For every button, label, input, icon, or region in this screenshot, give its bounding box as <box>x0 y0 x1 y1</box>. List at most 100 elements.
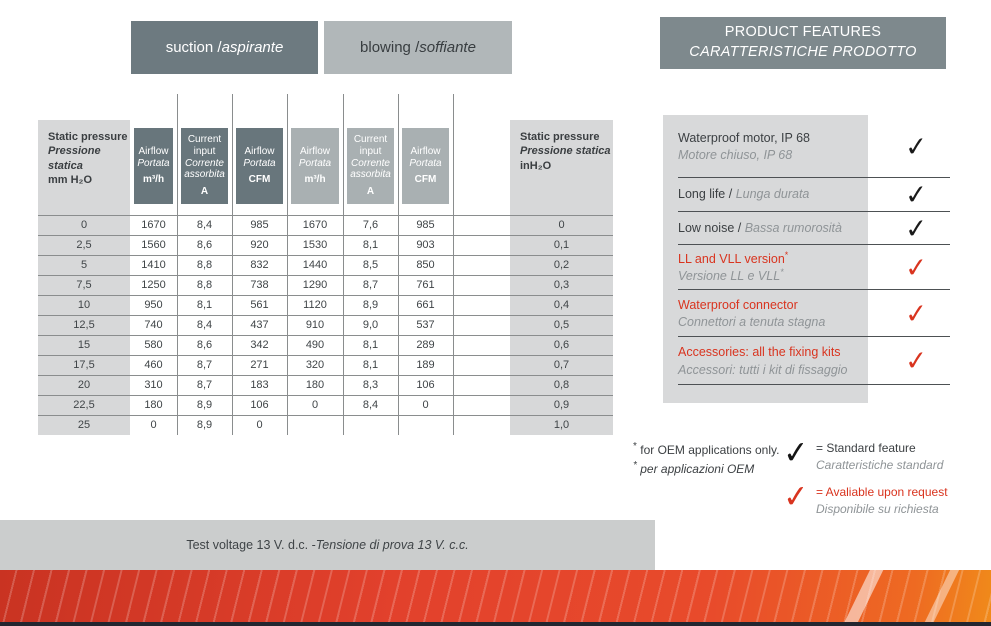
table-body: 0 1670 8,4 985 1670 7,6 985 0 2,5 1560 8,6 920 1530 8… <box>38 215 613 435</box>
table-cell: 106 <box>250 399 269 411</box>
column-header-airflow: Airflow Portata m³/h <box>291 128 339 204</box>
table-cell: 15 <box>38 336 130 355</box>
feature-item-waterproof-motor-ip: Waterproof motor, IP 68 Motore chiuso, IP… <box>678 115 950 178</box>
table-cell: 8,1 <box>362 339 379 351</box>
table-cell: 0,1 <box>510 236 613 255</box>
table-cell: 12,5 <box>38 316 130 335</box>
red-check-icon: ✓ <box>904 251 930 285</box>
column-divider <box>398 94 399 435</box>
black-check-icon: ✓ <box>904 130 930 164</box>
table-cell: 950 <box>144 299 163 311</box>
table-cell: 460 <box>144 359 163 371</box>
product-features-title-en: PRODUCT FEATURES <box>724 24 882 41</box>
oem-footnote: * for OEM applications only. * per appli… <box>633 440 779 479</box>
table-cell: 289 <box>416 339 435 351</box>
table-cell: 0,6 <box>510 336 613 355</box>
feature-item-ll-and-vll-version: LL and VLL version* Versione LL e VLL* ✓ <box>678 245 950 290</box>
table-cell: 8,7 <box>196 379 213 391</box>
table-cell: 8,8 <box>196 259 213 271</box>
table-cell: 0,8 <box>510 376 613 395</box>
suction-banner: suction / aspirante <box>131 21 318 74</box>
table-cell: 0,7 <box>510 356 613 375</box>
column-divider <box>232 94 233 435</box>
table-cell: 832 <box>250 259 269 271</box>
table-cell: 7,6 <box>362 219 379 231</box>
feature-text: Waterproof motor, IP 68 Motore chiuso, IP… <box>678 130 811 163</box>
table-cell: 1440 <box>302 259 328 271</box>
table-cell <box>287 416 343 435</box>
column-header-airflow: Airflow Portata m³/h <box>134 128 173 204</box>
column-header-static-pressure: Static pressure Pressione statica mm H₂O <box>38 120 130 215</box>
table-cell: 8,3 <box>362 379 379 391</box>
spacer-cell <box>453 256 510 275</box>
table-cell: 8,1 <box>196 299 213 311</box>
table-cell: 1560 <box>141 239 166 251</box>
table-cell: 738 <box>250 279 269 291</box>
table-cell: 180 <box>144 399 163 411</box>
red-check-icon: ✓ <box>904 345 930 378</box>
table-cell: 1290 <box>302 279 328 291</box>
test-voltage-en: Test voltage 13 V. d.c. - <box>186 538 316 552</box>
table-cell: 920 <box>250 239 269 251</box>
table-cell: 0 <box>38 216 130 235</box>
table-cell: 0,4 <box>510 296 613 315</box>
table-cell: 490 <box>305 339 325 351</box>
spacer-cell <box>453 336 510 355</box>
table-cell: 0,2 <box>510 256 613 275</box>
table-cell: 1120 <box>303 299 327 311</box>
spacer-cell <box>453 316 510 335</box>
table-cell: 8,6 <box>196 339 213 351</box>
table-row: 7,5 1250 8,8 738 1290 8,7 761 0,3 <box>38 275 613 295</box>
legend-request-text: = Avaliable upon request Disponibile su … <box>815 485 948 516</box>
table-row: 10 950 8,1 561 1120 8,9 661 0,4 <box>38 295 613 315</box>
table-cell: 0 <box>422 399 429 411</box>
table-cell: 8,1 <box>362 239 379 251</box>
suction-label-en: suction / <box>165 39 222 56</box>
table-cell: 985 <box>250 219 269 231</box>
column-header-airflow: Airflow Portata CFM <box>402 128 449 204</box>
table-cell: 910 <box>305 319 325 331</box>
spacer-cell <box>453 376 510 395</box>
bottom-dark-strip <box>0 622 991 626</box>
table-cell: 1670 <box>302 219 328 231</box>
suction-label-it: aspirante <box>221 39 284 56</box>
spacer-cell <box>453 396 510 415</box>
feature-text: LL and VLL version* Versione LL e VLL* <box>678 249 789 284</box>
table-cell: 183 <box>250 379 269 391</box>
table-row: 2,5 1560 8,6 920 1530 8,1 903 0,1 <box>38 235 613 255</box>
test-voltage-it: Tensione di prova 13 V. c.c. <box>315 538 469 552</box>
table-cell: 8,1 <box>362 359 379 371</box>
table-cell: 22,5 <box>38 396 130 415</box>
table-cell <box>398 416 453 435</box>
table-cell: 0 <box>311 399 319 411</box>
table-cell: 8,5 <box>362 259 379 271</box>
table-cell: 8,9 <box>196 399 213 411</box>
table-row: 25 0 8,9 0 1,0 <box>38 415 613 435</box>
table-row: 17,5 460 8,7 271 320 8,1 189 0,7 <box>38 355 613 375</box>
table-cell: 189 <box>416 359 435 371</box>
table-cell: 25 <box>38 416 130 435</box>
legend-standard-feature: ✓ = Standard feature Caratteristiche sta… <box>781 434 991 474</box>
table-cell: 8,4 <box>196 219 213 231</box>
features-list: Waterproof motor, IP 68 Motore chiuso, IP… <box>678 115 950 385</box>
table-cell: 8,7 <box>362 279 379 291</box>
table-cell: 437 <box>250 319 269 331</box>
black-check-icon: ✓ <box>781 434 811 472</box>
table-cell: 10 <box>38 296 130 315</box>
table-cell: 661 <box>416 299 435 311</box>
table-cell: 8,8 <box>196 279 213 291</box>
spacer-cell <box>453 356 510 375</box>
table-row: 5 1410 8,8 832 1440 8,5 850 0,2 <box>38 255 613 275</box>
product-features-banner: PRODUCT FEATURES CARATTERISTICHE PRODOTT… <box>660 17 946 69</box>
table-cell: 1250 <box>141 279 166 291</box>
column-header-airflow: Airflow Portata CFM <box>236 128 283 204</box>
feature-text: Waterproof connector Connettori a tenuta … <box>678 297 826 330</box>
table-cell: 903 <box>416 239 435 251</box>
column-header-current-input: Current input Corrente assorbita A <box>181 128 228 204</box>
oem-footnote-it: * per applicazioni OEM <box>633 460 755 477</box>
table-cell: 320 <box>305 359 325 371</box>
legend-standard-text: = Standard feature Caratteristiche stand… <box>815 441 944 472</box>
table-cell: 850 <box>416 259 435 271</box>
table-cell: 0,9 <box>510 396 613 415</box>
table-cell: 7,5 <box>38 276 130 295</box>
